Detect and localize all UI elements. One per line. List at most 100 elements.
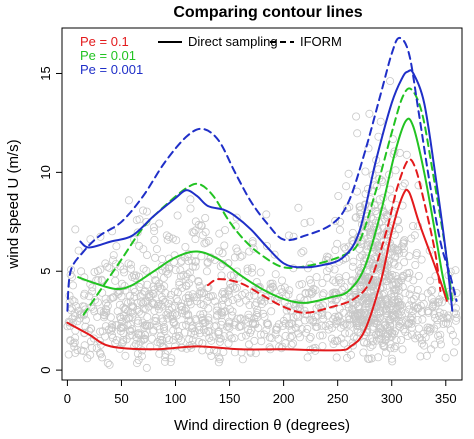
legend-entry-style: IFORM: [300, 34, 342, 49]
scatter-point: [87, 337, 96, 346]
scatter-point: [219, 295, 228, 304]
scatter-point: [291, 323, 300, 332]
scatter-point: [201, 228, 210, 237]
scatter-point: [204, 292, 213, 301]
scatter-point: [118, 279, 127, 288]
scatter-point: [268, 282, 277, 291]
scatter-point: [451, 337, 460, 346]
scatter-point: [430, 324, 439, 333]
scatter-point: [353, 325, 362, 334]
scatter-point: [191, 235, 200, 244]
scatter-point: [357, 290, 366, 299]
scatter-point: [370, 318, 379, 327]
scatter-point: [212, 306, 221, 315]
scatter-point: [342, 353, 351, 362]
scatter-point: [81, 316, 90, 325]
scatter-point: [128, 272, 137, 281]
scatter-point: [394, 262, 403, 271]
scatter-point: [451, 309, 460, 318]
scatter-point: [434, 331, 443, 340]
scatter-point: [250, 314, 259, 323]
scatter-point: [88, 287, 97, 296]
scatter-point: [134, 330, 143, 339]
scatter-point: [150, 235, 159, 244]
scatter-point: [182, 344, 191, 353]
scatter-point: [242, 296, 251, 305]
scatter-point: [356, 206, 365, 215]
scatter-point: [182, 310, 191, 319]
scatter-point: [234, 322, 243, 331]
scatter-point: [348, 262, 357, 271]
scatter-point: [71, 333, 80, 342]
scatter-point: [204, 326, 213, 335]
scatter-point: [97, 275, 106, 284]
scatter-point: [257, 296, 266, 305]
scatter-point: [386, 321, 395, 330]
scatter-point: [400, 179, 409, 188]
scatter-point: [77, 267, 86, 276]
scatter-point: [185, 268, 194, 277]
scatter-point: [257, 337, 266, 346]
scatter-point: [80, 328, 89, 337]
x-tick-label: 50: [114, 391, 128, 406]
scatter-point: [214, 329, 223, 338]
scatter-point: [124, 314, 133, 323]
scatter-point: [442, 313, 451, 322]
scatter-point: [372, 336, 381, 345]
scatter-point: [395, 302, 404, 311]
scatter-point: [98, 327, 107, 336]
scatter-point: [324, 325, 333, 334]
scatter-point: [309, 284, 318, 293]
scatter-point: [262, 241, 271, 250]
scatter-point: [162, 267, 171, 276]
scatter-point: [436, 340, 445, 349]
scatter-point: [267, 307, 276, 316]
scatter-point: [238, 251, 247, 260]
scatter-point: [377, 265, 386, 274]
scatter-point: [380, 320, 389, 329]
scatter-point: [65, 318, 74, 327]
scatter-point: [423, 307, 432, 316]
scatter-point: [66, 336, 75, 345]
scatter-point: [325, 320, 334, 329]
scatter-point: [364, 354, 373, 363]
scatter-point: [229, 271, 238, 280]
scatter-point: [212, 312, 221, 321]
scatter-point: [407, 296, 416, 305]
scatter-point: [313, 322, 322, 331]
scatter-point: [431, 301, 440, 310]
scatter-point: [191, 217, 200, 226]
scatter-point: [80, 341, 89, 350]
scatter-point: [129, 285, 138, 294]
scatter-point: [140, 331, 149, 340]
scatter-point: [172, 236, 181, 245]
scatter-point: [318, 331, 327, 340]
series-line-pe-01-iform: [206, 158, 442, 314]
scatter-point: [102, 308, 111, 317]
scatter-point: [75, 306, 84, 315]
scatter-point: [68, 273, 77, 282]
scatter-point: [386, 344, 395, 353]
scatter-point: [382, 306, 391, 315]
scatter-point: [214, 353, 223, 362]
scatter-point: [342, 182, 351, 191]
scatter-point: [172, 294, 181, 303]
scatter-point: [248, 318, 257, 327]
scatter-point: [417, 255, 426, 264]
scatter-point: [153, 322, 162, 331]
scatter-point: [305, 275, 314, 284]
scatter-point: [101, 332, 110, 341]
scatter-point: [336, 217, 345, 226]
x-tick-label: 350: [435, 391, 457, 406]
scatter-point: [272, 325, 281, 334]
scatter-point: [130, 235, 139, 244]
scatter-point: [172, 311, 181, 320]
scatter-point: [331, 278, 340, 287]
scatter-point: [303, 296, 312, 305]
x-tick-label: 100: [165, 391, 187, 406]
scatter-point: [93, 312, 102, 321]
scatter-point: [92, 344, 101, 353]
x-tick-label: 150: [219, 391, 241, 406]
scatter-point: [335, 304, 344, 313]
